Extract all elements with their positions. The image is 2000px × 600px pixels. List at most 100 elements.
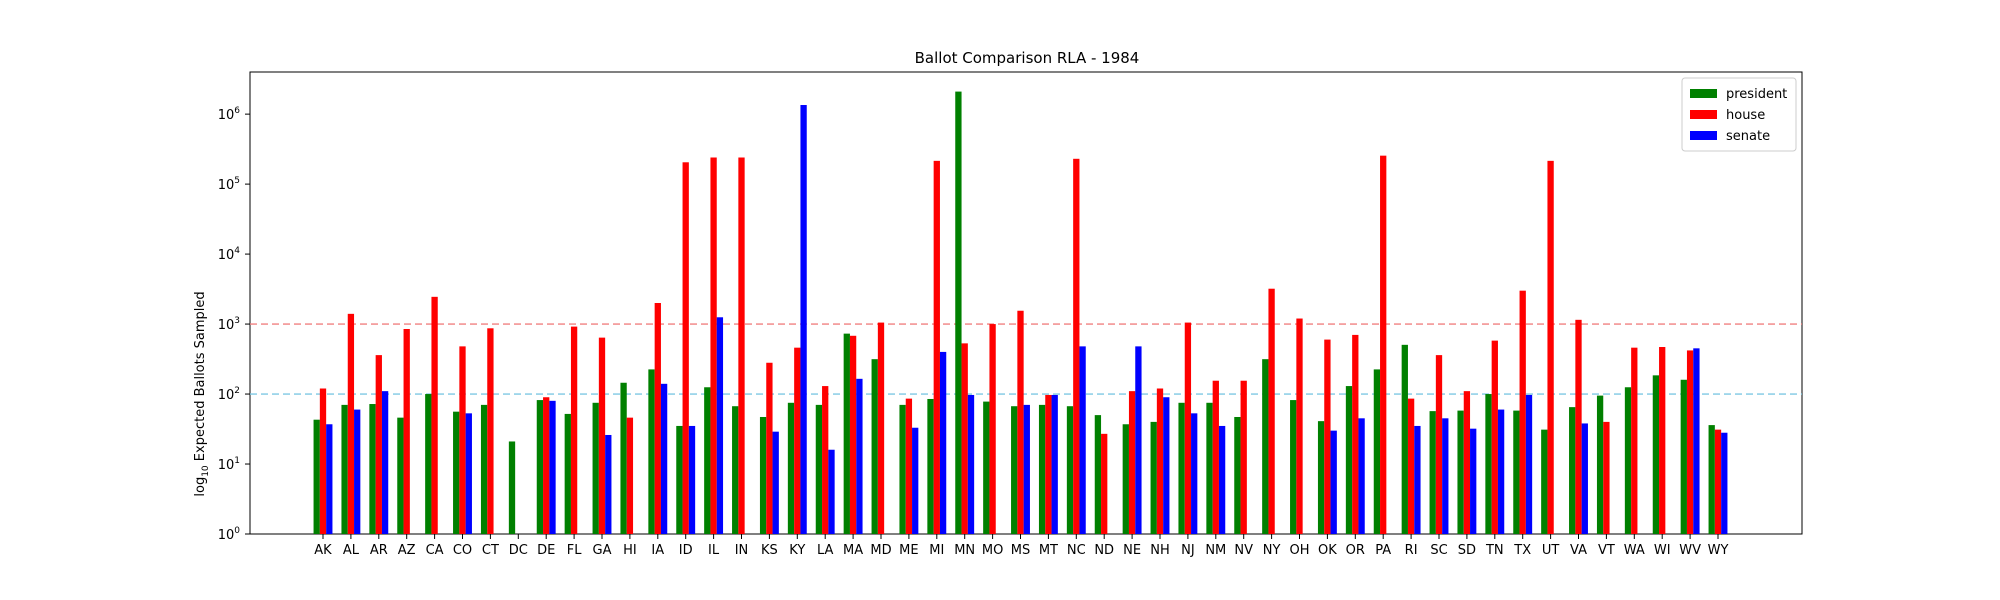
bar-senate: [605, 434, 612, 534]
legend-swatch-house: [1690, 110, 1717, 119]
bar-house: [319, 388, 327, 534]
y-tick-label: 103: [218, 316, 240, 333]
x-tick-label: NM: [1205, 543, 1226, 558]
bar-president: [732, 406, 739, 534]
bar-president: [704, 387, 711, 534]
bar-senate: [1693, 348, 1700, 534]
x-tick-label: ND: [1094, 543, 1114, 558]
bar-president: [871, 359, 878, 534]
bar-house: [1045, 394, 1052, 534]
x-tick-label: NV: [1234, 543, 1253, 558]
bar-president: [1401, 344, 1408, 534]
bar-president: [983, 401, 990, 534]
bar-president: [1457, 410, 1464, 534]
bar-president: [1345, 386, 1353, 534]
x-tick-label: IN: [735, 543, 749, 558]
bar-house: [1714, 429, 1722, 534]
x-tick-label: ME: [899, 543, 918, 558]
bar-house: [459, 346, 466, 534]
bar-senate: [1135, 346, 1142, 534]
x-tick-label: WA: [1624, 543, 1645, 558]
x-tick-label: VT: [1598, 543, 1615, 558]
x-tick-label: AZ: [398, 543, 416, 558]
bar-senate: [1163, 397, 1170, 534]
plot-area: 100 101 102 103 104 105 106 AK AL AR AZ CA CO CT DC DE F…: [218, 71, 1803, 558]
x-tick-label: NJ: [1181, 543, 1195, 558]
bar-house: [1156, 388, 1164, 534]
bar-president: [1206, 402, 1213, 534]
x-tick-label: OH: [1289, 543, 1309, 558]
bar-house: [626, 417, 634, 534]
bar-president: [1708, 425, 1715, 534]
bar-senate: [800, 105, 807, 534]
bar-president: [1234, 416, 1241, 534]
bar-president: [1122, 424, 1129, 534]
bar-house: [487, 328, 494, 534]
x-tick-label: UT: [1542, 543, 1560, 558]
bar-senate: [912, 427, 919, 534]
bar-senate: [1497, 409, 1505, 534]
bar-president: [759, 416, 767, 534]
y-axis-label: log10 Expected Ballots Sampled: [193, 291, 211, 496]
bar-senate: [549, 400, 556, 534]
bar-senate: [1525, 394, 1533, 534]
bar-senate: [772, 431, 779, 534]
x-tick-label: MT: [1039, 543, 1058, 558]
bar-senate: [1023, 404, 1030, 534]
bar-senate: [1191, 413, 1198, 534]
x-tick-label: CA: [426, 543, 444, 558]
bar-president: [341, 404, 348, 534]
bar-house: [1407, 398, 1415, 534]
bar-house: [905, 398, 913, 534]
x-tick-label: NC: [1067, 543, 1086, 558]
bar-house: [431, 296, 438, 534]
legend: president house senate: [1681, 77, 1797, 152]
bar-house: [682, 162, 689, 534]
y-tick-label: 100: [218, 526, 241, 543]
x-tick-label: SD: [1458, 543, 1476, 558]
bar-house: [1268, 288, 1275, 534]
x-tick-label: VA: [1570, 543, 1587, 558]
bar-house: [794, 347, 801, 534]
bar-senate: [1442, 418, 1449, 534]
bar-president: [648, 369, 655, 534]
y-tick-label: 102: [218, 386, 240, 403]
bar-house: [1212, 380, 1219, 534]
x-tick-label: CO: [453, 543, 472, 558]
bar-president: [1429, 411, 1436, 534]
bar-president: [1262, 359, 1269, 534]
bar-house: [1631, 347, 1638, 534]
x-tick-label: TX: [1513, 543, 1531, 558]
bar-senate: [1079, 346, 1086, 534]
bar-house: [1240, 380, 1247, 534]
bar-president: [1038, 404, 1046, 534]
x-tick-label: ID: [679, 543, 693, 558]
bar-president: [1541, 429, 1548, 534]
bar-house: [1352, 334, 1359, 534]
bar-senate: [354, 409, 361, 534]
bar-senate: [660, 383, 668, 534]
bar-house: [1463, 391, 1471, 534]
bar-president: [1569, 407, 1576, 534]
x-tick-label: RI: [1405, 543, 1418, 558]
bar-president: [1680, 379, 1687, 534]
bar-house: [1575, 319, 1582, 534]
x-tick-label: WV: [1679, 543, 1701, 558]
x-tick-label: NY: [1263, 543, 1281, 558]
x-tick-label: MI: [929, 543, 944, 558]
bar-president: [480, 404, 488, 534]
x-tick-label: IA: [651, 543, 664, 558]
bar-president: [815, 404, 823, 534]
bar-house: [598, 337, 606, 534]
bar-house: [570, 326, 578, 534]
x-tick-label: MS: [1011, 543, 1030, 558]
bar-president: [927, 398, 934, 534]
x-tick-label: LA: [817, 543, 834, 558]
bar-house: [1603, 421, 1610, 534]
bar-president: [1513, 410, 1520, 534]
bar-president: [1066, 406, 1074, 534]
bar-house: [766, 362, 773, 534]
bar-president: [425, 394, 432, 534]
bar-president: [1290, 400, 1297, 534]
bar-president: [536, 400, 544, 534]
